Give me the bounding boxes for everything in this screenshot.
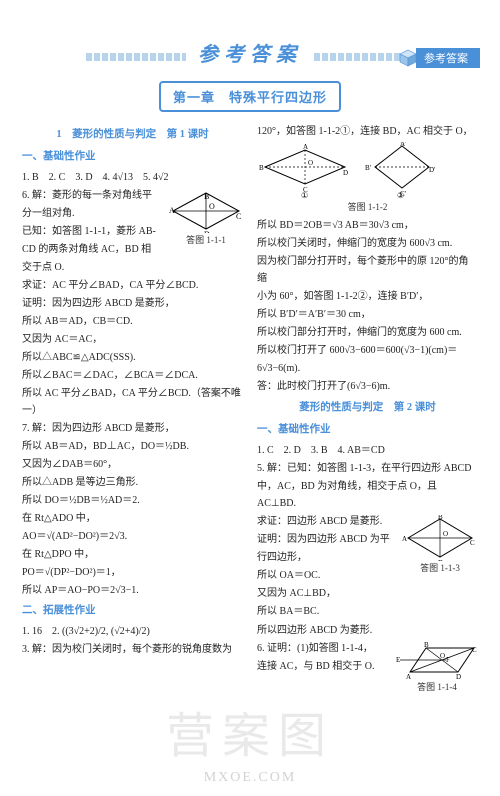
chapter-box: 第一章 特殊平行四边形 — [0, 81, 500, 112]
text-line: 5. 解：已知：如答图 1-1-3，在平行四边形 ABCD — [257, 460, 478, 477]
figure-1-1-2: B A D C O ① B' A' D' C' ② 答图 1-1-2 — [257, 142, 478, 215]
homework-extend-1: 二、拓展性作业 — [22, 602, 243, 620]
text-line: 因为校门部分打开时，每个菱形中的原 120°的角缩 — [257, 253, 478, 287]
left-column: 1 菱形的性质与判定 第 1 课时 一、基础性作业 1. B 2. C 3. D… — [22, 122, 243, 697]
svg-text:D': D' — [429, 166, 435, 174]
svg-text:A: A — [406, 673, 411, 680]
svg-text:B: B — [438, 515, 443, 521]
text-line: 在 Rt△DPO 中， — [22, 546, 243, 563]
top-banner: 参考答案 — [398, 48, 480, 68]
text-line: 答：此时校门打开了(6√3−6)m. — [257, 378, 478, 395]
text-line: AO＝√(AD²−DO²)＝2√3. — [22, 528, 243, 545]
svg-text:C: C — [470, 539, 475, 547]
top-banner-label: 参考答案 — [416, 48, 480, 68]
svg-text:A': A' — [400, 142, 406, 148]
svg-text:O: O — [440, 652, 445, 660]
svg-text:O: O — [209, 202, 215, 211]
svg-text:A: A — [169, 206, 175, 215]
text-line: 1. B 2. C 3. D 4. 4√13 5. 4√2 — [22, 169, 243, 186]
text-line: 3. 解：因为校门关闭时，每个菱形的锐角度数为 — [22, 641, 243, 658]
svg-text:C: C — [236, 212, 241, 221]
text-line: 证明：因为四边形 ABCD 是菱形， — [22, 295, 243, 312]
svg-text:A: A — [402, 535, 407, 543]
cube-icon — [398, 48, 418, 68]
figure-1-1-1: A B C D O 答图 1-1-1 — [169, 189, 243, 248]
figure-1-1-3-label: 答图 1-1-3 — [402, 561, 478, 576]
text-line: 所以△ABC≌△ADC(SSS). — [22, 349, 243, 366]
svg-text:D: D — [343, 169, 348, 177]
figure-1-1-4: A B C D E F O 答图 1-1-4 — [396, 642, 478, 695]
text-line: 所以 BA＝BC. — [257, 603, 478, 620]
svg-text:O: O — [443, 530, 448, 538]
text-line: 所以 B′D′＝A′B′＝30 cm， — [257, 306, 478, 323]
section-title-1: 1 菱形的性质与判定 第 1 课时 — [22, 126, 243, 144]
text-line: 1. C 2. D 3. B 4. AB＝CD — [257, 442, 478, 459]
svg-text:F: F — [446, 656, 450, 664]
text-line: 所以 DO＝½DB＝½AD＝2. — [22, 492, 243, 509]
text-line: 所以校门关闭时，伸缩门的宽度为 600√3 cm. — [257, 235, 478, 252]
svg-text:D: D — [456, 673, 461, 680]
text-line: 7. 解：因为四边形 ABCD 是菱形， — [22, 420, 243, 437]
text-line: 所以 AP＝AO−PO＝2√3−1. — [22, 582, 243, 599]
text-line: PO＝√(DP²−DO²)＝1， — [22, 564, 243, 581]
chapter-label: 第一章 特殊平行四边形 — [159, 81, 341, 112]
svg-text:E: E — [396, 656, 400, 664]
svg-text:B: B — [259, 164, 264, 172]
svg-text:A: A — [303, 143, 308, 151]
svg-text:①: ① — [301, 191, 308, 200]
svg-text:②: ② — [397, 191, 404, 200]
text-line: 所以校门打开了 600√3−600＝600(√3−1)(cm)＝ — [257, 342, 478, 359]
figure-1-1-4-label: 答图 1-1-4 — [396, 680, 478, 695]
section-title-2: 菱形的性质与判定 第 2 课时 — [257, 399, 478, 417]
figure-1-1-3: A B C D O 答图 1-1-3 — [402, 515, 478, 576]
svg-text:C: C — [472, 646, 477, 654]
text-line: 在 Rt△ADO 中， — [22, 510, 243, 527]
text-line: 所以四边形 ABCD 为菱形. — [257, 622, 478, 639]
text-line: 又因为 AC＝AC， — [22, 331, 243, 348]
text-line: 所以 AC 平分∠BAD，CA 平分∠BCD.（答案不唯一） — [22, 385, 243, 419]
figure-1-1-2-label: 答图 1-1-2 — [257, 200, 478, 215]
text-line: 6√3−6(m). — [257, 360, 478, 377]
text-line: 又因为∠DAB＝60°， — [22, 456, 243, 473]
text-line: 所以△ADB 是等边三角形. — [22, 474, 243, 491]
text-line: 又因为 AC⊥BD， — [257, 585, 478, 602]
svg-text:B': B' — [365, 164, 371, 172]
text-line: 所以∠BAC＝∠DAC，∠BCA＝∠DCA. — [22, 367, 243, 384]
figure-1-1-1-label: 答图 1-1-1 — [169, 233, 243, 248]
text-line: 所以 AB＝AD，CB＝CD. — [22, 313, 243, 330]
page-title: 参考答案 — [190, 38, 310, 67]
svg-text:B: B — [204, 192, 209, 201]
right-column: 120°，如答图 1-1-2①，连接 BD，AC 相交于 O， B A D C … — [257, 122, 478, 697]
svg-text:B: B — [424, 642, 429, 649]
svg-text:O: O — [308, 159, 313, 167]
homework-basic-2: 一、基础性作业 — [257, 421, 478, 439]
text-line: 所以 AB＝AD，BD⊥AC，DO＝½DB. — [22, 438, 243, 455]
title-line-left — [86, 53, 186, 61]
text-line: 1. 16 2. ((3√2+2)/2, (√2+4)/2) — [22, 623, 243, 640]
text-line: 所以 BD＝2OB＝√3 AB＝30√3 cm， — [257, 217, 478, 234]
text-line: 交于点 O. — [22, 259, 243, 276]
content: 1 菱形的性质与判定 第 1 课时 一、基础性作业 1. B 2. C 3. D… — [0, 112, 500, 697]
watermark: 营案图 — [166, 696, 334, 766]
homework-basic-1: 一、基础性作业 — [22, 148, 243, 166]
watermark-sub: MXOE.COM — [204, 770, 297, 786]
text-line: 求证：AC 平分∠BAD，CA 平分∠BCD. — [22, 277, 243, 294]
text-line: 中，AC，BD 为对角线，相交于点 O，且 AC⊥BD. — [257, 478, 478, 512]
text-line: 小为 60°，如答图 1-1-2②，连接 B′D′， — [257, 288, 478, 305]
text-line: 120°，如答图 1-1-2①，连接 BD，AC 相交于 O， — [257, 123, 478, 140]
text-line: 所以校门部分打开时，伸缩门的宽度为 600 cm. — [257, 324, 478, 341]
